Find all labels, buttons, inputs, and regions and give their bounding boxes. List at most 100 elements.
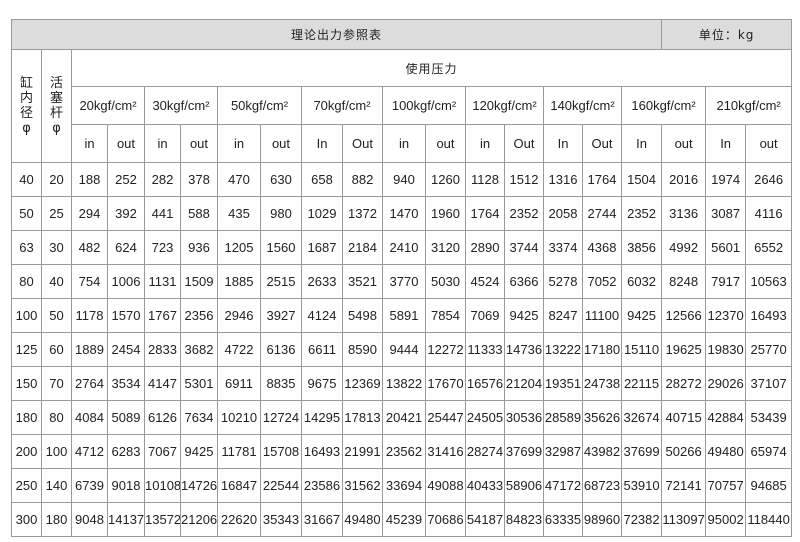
out-label: Out bbox=[504, 124, 544, 163]
force-cell: 118440 bbox=[745, 502, 793, 537]
force-cell: 12370 bbox=[705, 298, 747, 333]
force-cell: 29026 bbox=[705, 366, 747, 401]
force-cell: 1131 bbox=[144, 264, 181, 299]
force-cell: 2058 bbox=[543, 196, 583, 231]
out-label: out bbox=[661, 124, 707, 163]
force-cell: 28274 bbox=[465, 434, 505, 469]
force-cell: 23586 bbox=[301, 468, 343, 503]
force-cell: 5030 bbox=[425, 264, 466, 299]
force-cell: 3521 bbox=[342, 264, 383, 299]
force-cell: 940 bbox=[382, 162, 426, 197]
force-cell: 10563 bbox=[745, 264, 793, 299]
pressure-label: 120kgf/cm² bbox=[465, 86, 544, 125]
in-label: in bbox=[465, 124, 505, 163]
force-cell: 22115 bbox=[620, 366, 663, 401]
rod-cell: 100 bbox=[41, 434, 72, 469]
force-cell: 16493 bbox=[745, 298, 793, 333]
force-cell: 1570 bbox=[107, 298, 145, 333]
unit-label: 单位：kg bbox=[661, 19, 793, 50]
rod-cell: 40 bbox=[41, 264, 72, 299]
force-cell: 70757 bbox=[705, 468, 747, 503]
force-cell: 630 bbox=[260, 162, 302, 197]
force-cell: 12724 bbox=[260, 400, 302, 435]
rod-cell: 20 bbox=[41, 162, 72, 197]
force-cell: 7069 bbox=[465, 298, 505, 333]
force-cell: 24505 bbox=[465, 400, 505, 435]
force-cell: 4084 bbox=[71, 400, 108, 435]
force-cell: 8835 bbox=[260, 366, 302, 401]
force-cell: 7634 bbox=[180, 400, 218, 435]
force-cell: 3374 bbox=[543, 230, 583, 265]
out-label: Out bbox=[582, 124, 622, 163]
force-cell: 25770 bbox=[745, 332, 793, 367]
bore-cell: 40 bbox=[11, 162, 42, 197]
force-cell: 392 bbox=[107, 196, 145, 231]
force-cell: 2410 bbox=[382, 230, 426, 265]
out-label: out bbox=[745, 124, 793, 163]
force-cell: 1889 bbox=[71, 332, 108, 367]
force-cell: 754 bbox=[71, 264, 108, 299]
table-title: 理论出力参照表 bbox=[10, 19, 663, 50]
table-row: 200 100 4712 6283 7067 9425 11781 15708 16493 219… bbox=[11, 434, 793, 469]
force-cell: 113097 bbox=[661, 502, 707, 537]
bore-cell: 100 bbox=[11, 298, 42, 333]
rod-cell: 50 bbox=[41, 298, 72, 333]
force-cell: 588 bbox=[180, 196, 218, 231]
force-cell: 9048 bbox=[71, 502, 108, 537]
force-cell: 1974 bbox=[705, 162, 747, 197]
force-cell: 6552 bbox=[745, 230, 793, 265]
force-cell: 9425 bbox=[504, 298, 544, 333]
force-cell: 9425 bbox=[180, 434, 218, 469]
force-cell: 1767 bbox=[144, 298, 181, 333]
bore-cell: 63 bbox=[11, 230, 42, 265]
force-cell: 12566 bbox=[661, 298, 707, 333]
force-cell: 65974 bbox=[745, 434, 793, 469]
force-cell: 7854 bbox=[425, 298, 466, 333]
force-cell: 13572 bbox=[144, 502, 181, 537]
force-cell: 24738 bbox=[582, 366, 622, 401]
out-label: out bbox=[107, 124, 145, 163]
force-cell: 1509 bbox=[180, 264, 218, 299]
force-cell: 9444 bbox=[382, 332, 426, 367]
force-cell: 9425 bbox=[620, 298, 663, 333]
rod-cell: 25 bbox=[41, 196, 72, 231]
pressure-header: 使用压力 bbox=[70, 49, 793, 87]
force-cell: 68723 bbox=[582, 468, 622, 503]
force-cell: 31667 bbox=[301, 502, 343, 537]
out-label: out bbox=[180, 124, 218, 163]
force-cell: 1687 bbox=[301, 230, 343, 265]
force-cell: 11100 bbox=[582, 298, 622, 333]
force-cell: 6126 bbox=[144, 400, 181, 435]
force-cell: 19625 bbox=[661, 332, 707, 367]
force-cell: 435 bbox=[217, 196, 261, 231]
force-cell: 2352 bbox=[620, 196, 663, 231]
force-cell: 17670 bbox=[425, 366, 466, 401]
bore-cell: 180 bbox=[11, 400, 42, 435]
pressure-label: 70kgf/cm² bbox=[301, 86, 383, 125]
force-cell: 6283 bbox=[107, 434, 145, 469]
force-cell: 17180 bbox=[582, 332, 622, 367]
force-cell: 40433 bbox=[465, 468, 505, 503]
table-row: 50 25 294 392 441 588 435 980 1029 1372 1470 1960 17… bbox=[11, 196, 793, 231]
force-cell: 2764 bbox=[71, 366, 108, 401]
bore-cell: 50 bbox=[11, 196, 42, 231]
force-cell: 11781 bbox=[217, 434, 261, 469]
force-cell: 2356 bbox=[180, 298, 218, 333]
force-cell: 2352 bbox=[504, 196, 544, 231]
force-cell: 1512 bbox=[504, 162, 544, 197]
force-cell: 1764 bbox=[465, 196, 505, 231]
force-cell: 53439 bbox=[745, 400, 793, 435]
force-cell: 13822 bbox=[382, 366, 426, 401]
force-cell: 37699 bbox=[504, 434, 544, 469]
force-cell: 2833 bbox=[144, 332, 181, 367]
pressure-label: 210kgf/cm² bbox=[705, 86, 793, 125]
force-reference-table: 理论出力参照表 单位：kg 缸内径φ 活塞杆φ 使用压力 20kgf/cm² 30… bbox=[10, 19, 793, 537]
force-cell: 3136 bbox=[661, 196, 707, 231]
force-cell: 4722 bbox=[217, 332, 261, 367]
force-cell: 37699 bbox=[620, 434, 663, 469]
table-row: 300 180 9048 14137 13572 21206 22620 35343 31667… bbox=[11, 502, 793, 537]
force-cell: 1504 bbox=[620, 162, 663, 197]
rod-cell: 30 bbox=[41, 230, 72, 265]
force-cell: 1205 bbox=[217, 230, 261, 265]
in-label: In bbox=[301, 124, 343, 163]
